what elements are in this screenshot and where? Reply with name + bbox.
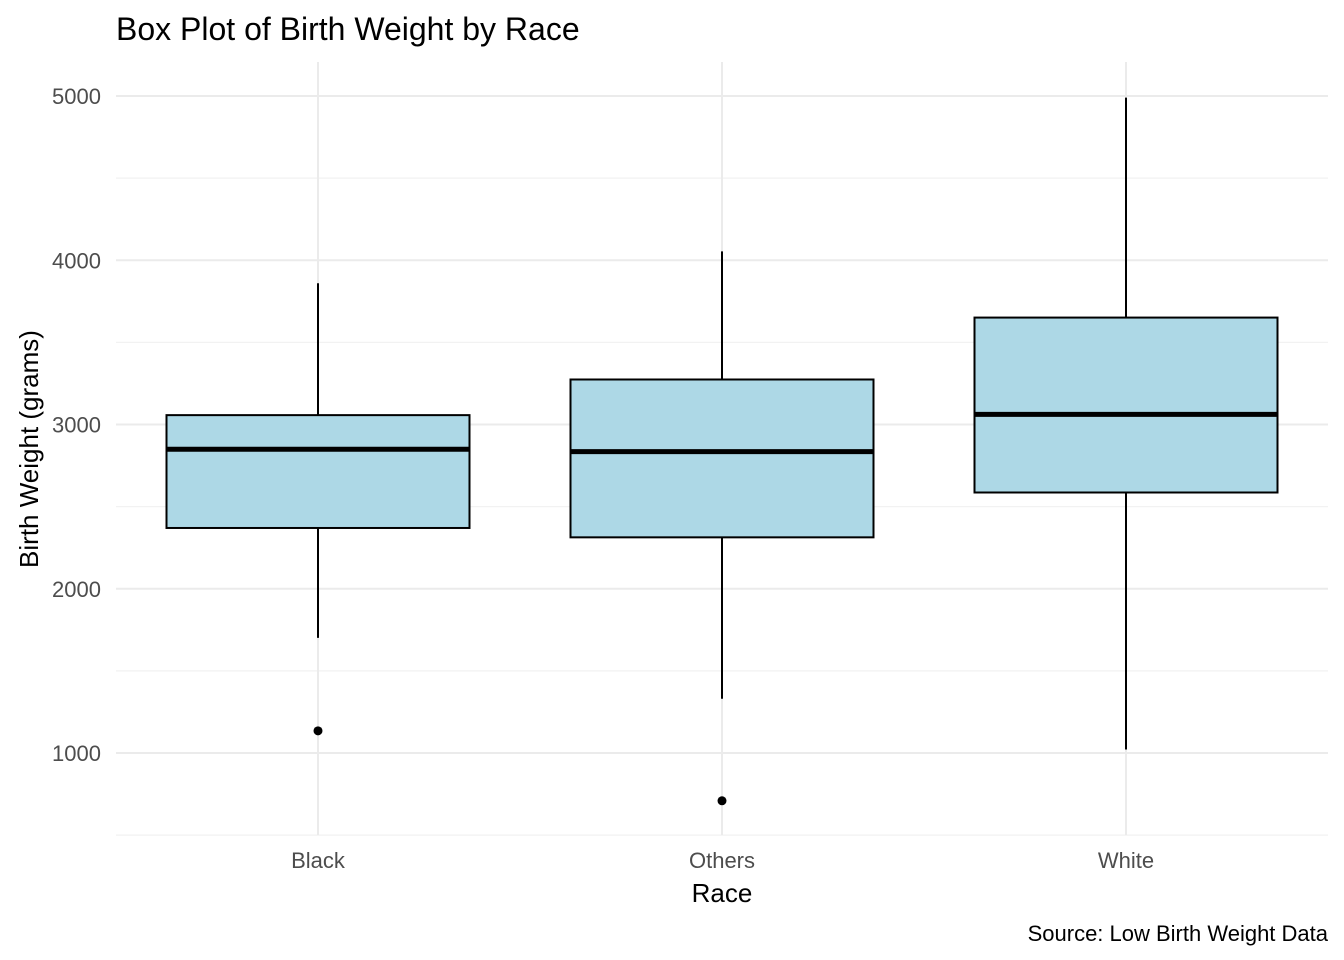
y-tick-label: 5000 xyxy=(52,84,101,109)
x-tick-label: White xyxy=(1098,848,1154,873)
outlier-point xyxy=(717,796,727,806)
iqr-box xyxy=(165,414,471,529)
x-tick-label: Black xyxy=(291,848,346,873)
box-white xyxy=(973,97,1279,750)
y-tick-label: 3000 xyxy=(52,413,101,438)
y-axis-title: Birth Weight (grams) xyxy=(14,330,44,568)
chart-title: Box Plot of Birth Weight by Race xyxy=(116,11,580,47)
y-tick-label: 1000 xyxy=(52,741,101,766)
y-tick-label: 2000 xyxy=(52,577,101,602)
box-black xyxy=(165,283,471,736)
y-axis-tick-labels: 1000 2000 3000 4000 5000 xyxy=(52,84,101,766)
x-axis-tick-labels: Black Others White xyxy=(291,848,1154,873)
chart-caption: Source: Low Birth Weight Data xyxy=(1028,921,1329,946)
iqr-box xyxy=(569,378,875,539)
x-axis-title: Race xyxy=(692,878,753,908)
box-others xyxy=(569,251,875,806)
iqr-box xyxy=(973,316,1279,494)
x-tick-label: Others xyxy=(689,848,755,873)
y-tick-label: 4000 xyxy=(52,248,101,273)
outlier-point xyxy=(313,726,323,736)
box-plot-marks xyxy=(165,97,1279,806)
